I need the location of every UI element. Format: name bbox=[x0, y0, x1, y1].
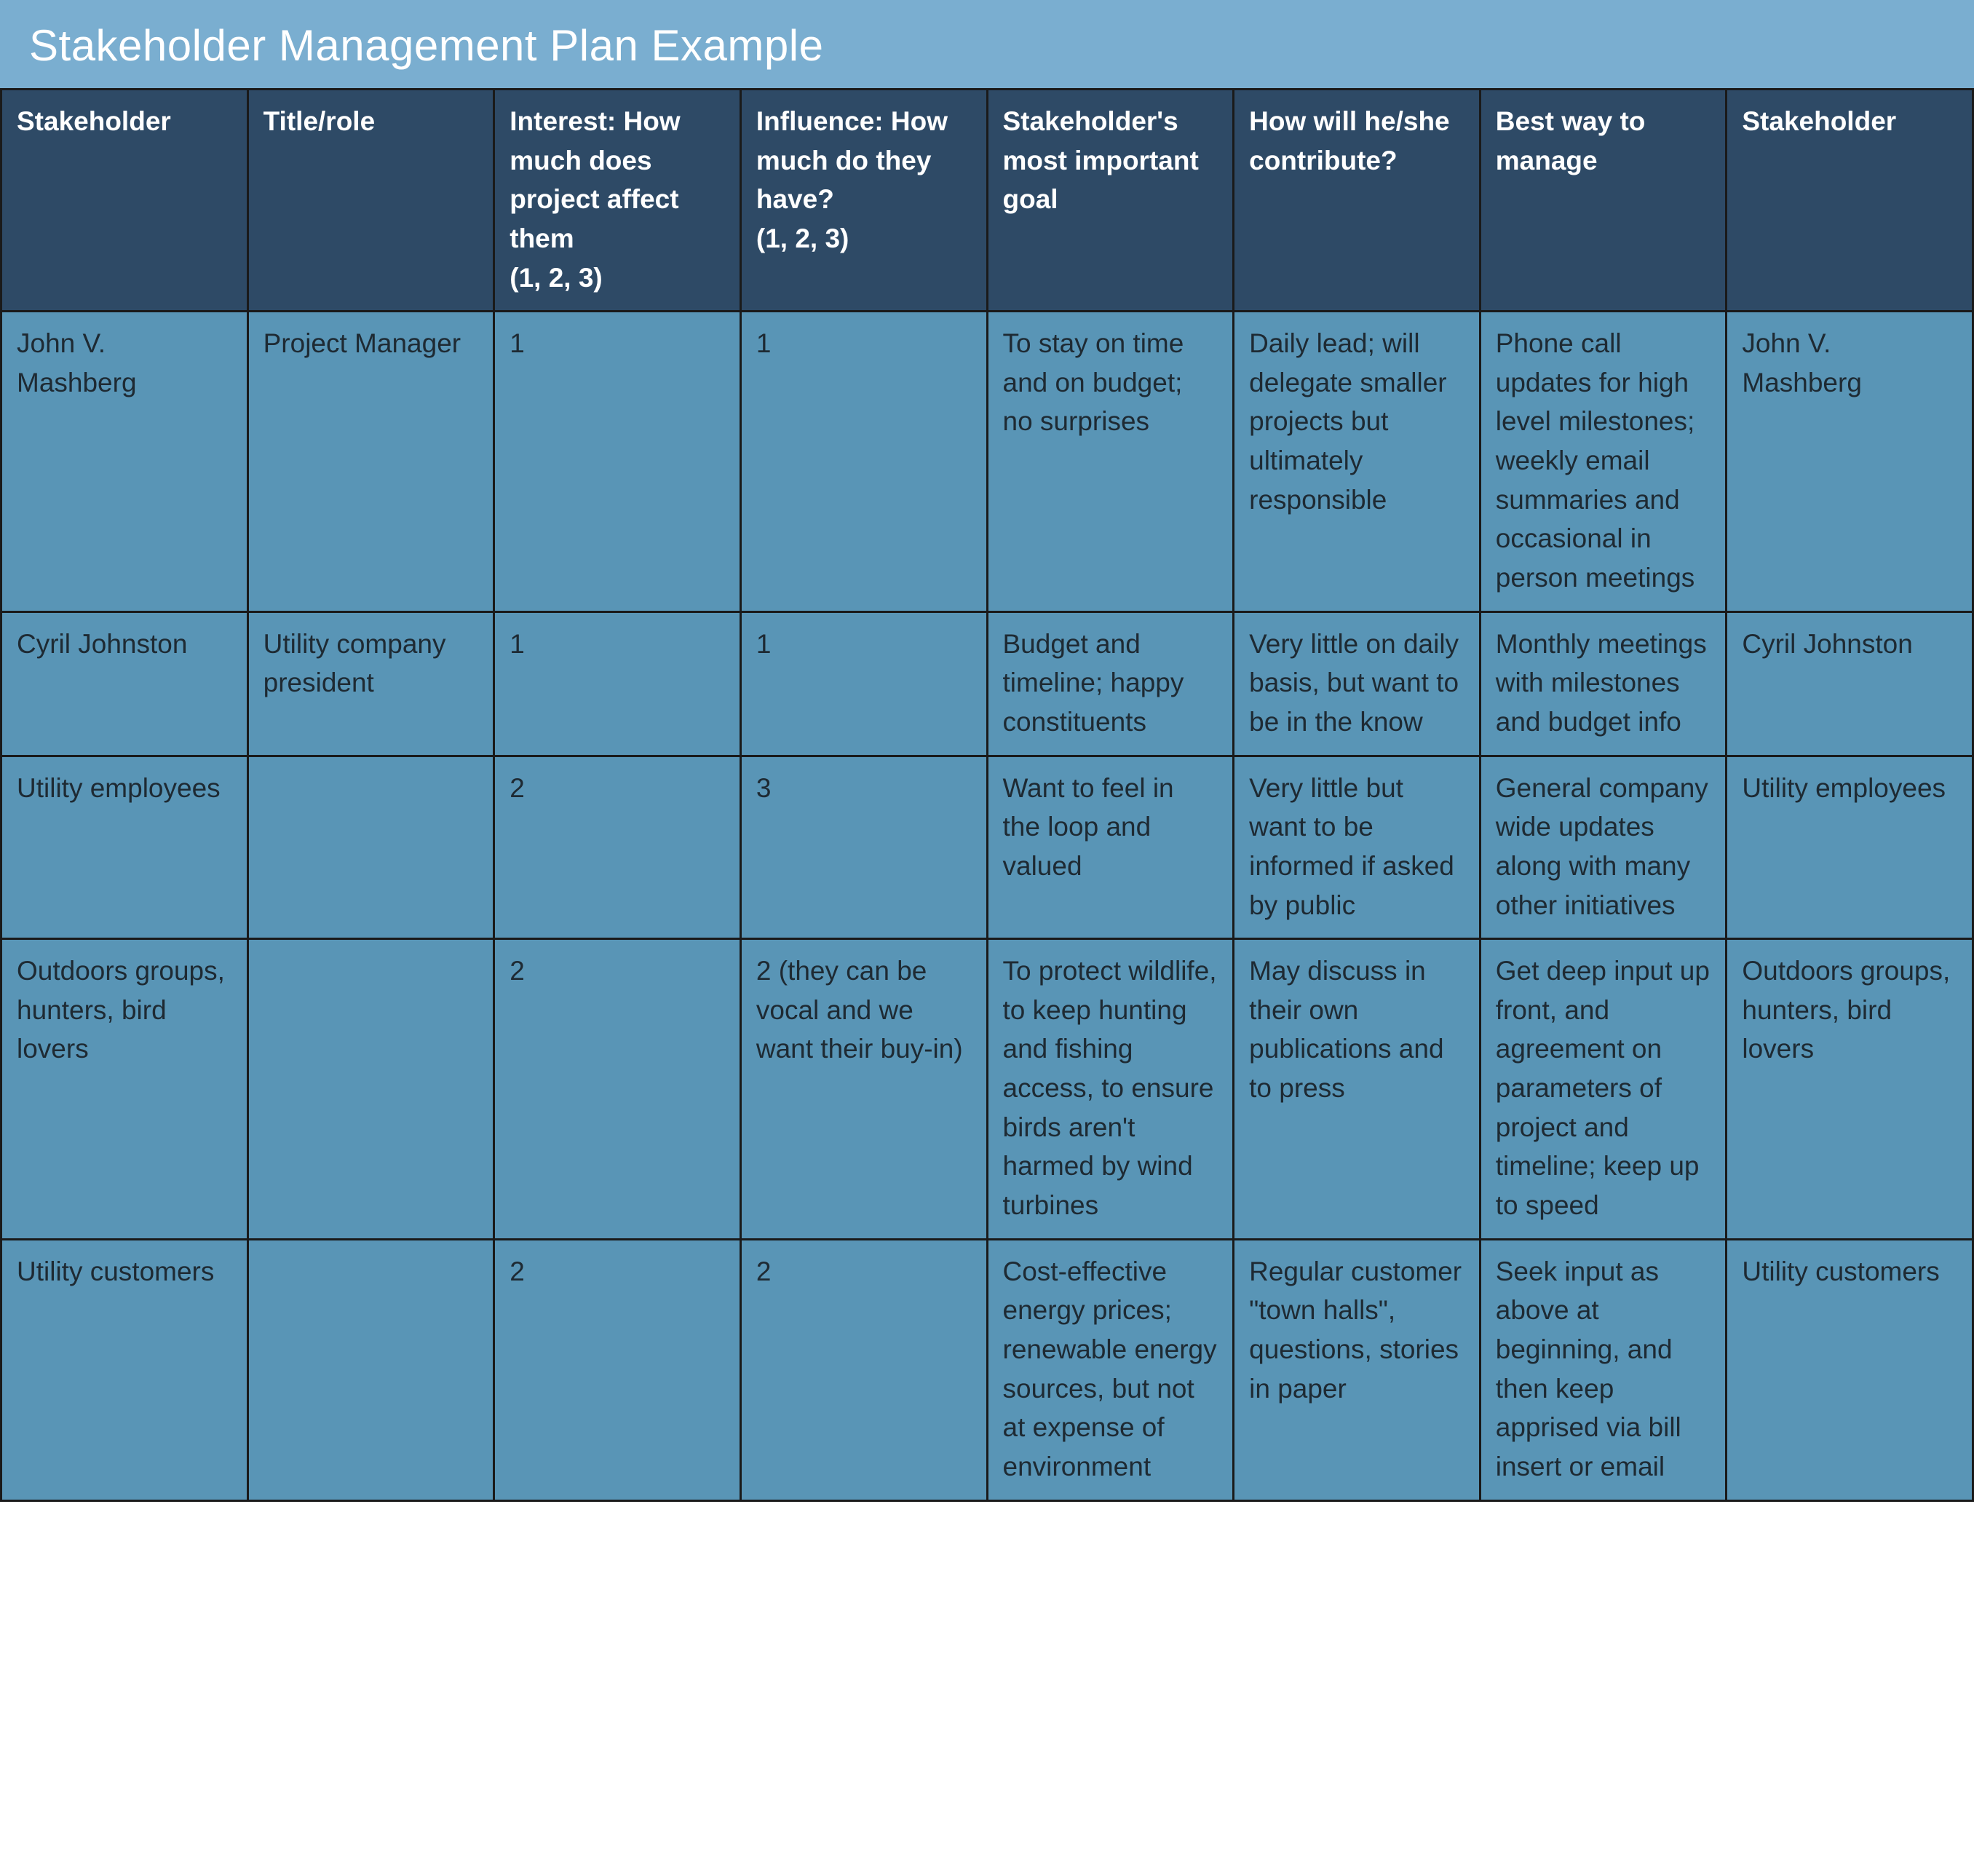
table-cell: Phone call updates for high level milest… bbox=[1480, 312, 1727, 612]
table-cell bbox=[247, 756, 494, 939]
column-header: Best way to manage bbox=[1480, 90, 1727, 312]
table-cell: Utility company president bbox=[247, 612, 494, 756]
table-cell: 3 bbox=[740, 756, 987, 939]
page-title: Stakeholder Management Plan Example bbox=[0, 0, 1974, 88]
table-cell: 2 bbox=[494, 1239, 741, 1500]
table-body: John V. Mashberg Project Manager11 To st… bbox=[1, 312, 1973, 1500]
table-cell: Cyril Johnston bbox=[1727, 612, 1973, 756]
table-cell: To protect wildlife, to keep hunting and… bbox=[987, 939, 1234, 1239]
table-row: Outdoors groups, hunters, bird lovers 22 … bbox=[1, 939, 1973, 1239]
column-header: Interest: How much does project affect t… bbox=[494, 90, 741, 312]
table-row: Utility customers22Cost-effective energy… bbox=[1, 1239, 1973, 1500]
table-cell: Utility customers bbox=[1, 1239, 248, 1500]
table-cell: 2 (they can be vocal and we want their b… bbox=[740, 939, 987, 1239]
table-cell: 1 bbox=[494, 612, 741, 756]
table-cell: Get deep input up front, and agreement o… bbox=[1480, 939, 1727, 1239]
table-cell: Utility employees bbox=[1, 756, 248, 939]
table-cell: 1 bbox=[494, 312, 741, 612]
table-cell: Very little on daily basis, but want to … bbox=[1234, 612, 1480, 756]
table-cell: Regular customer "town halls", questions… bbox=[1234, 1239, 1480, 1500]
table-cell: 1 bbox=[740, 612, 987, 756]
table-cell: 2 bbox=[494, 756, 741, 939]
table-header: StakeholderTitle/roleInterest: How much … bbox=[1, 90, 1973, 312]
column-header: Stakeholder bbox=[1, 90, 248, 312]
table-cell: Utility employees bbox=[1727, 756, 1973, 939]
table-cell: John V. Mashberg bbox=[1727, 312, 1973, 612]
column-header: Title/role bbox=[247, 90, 494, 312]
table-cell: Budget and timeline; happy constituents bbox=[987, 612, 1234, 756]
table-cell: Seek input as above at beginning, and th… bbox=[1480, 1239, 1727, 1500]
stakeholder-table: StakeholderTitle/roleInterest: How much … bbox=[0, 88, 1974, 1502]
column-header: How will he/she contribute? bbox=[1234, 90, 1480, 312]
table-header-row: StakeholderTitle/roleInterest: How much … bbox=[1, 90, 1973, 312]
table-cell bbox=[247, 1239, 494, 1500]
table-cell: Cost-effective energy prices; renewable … bbox=[987, 1239, 1234, 1500]
table-row: Utility employees 23Want to feel in the l… bbox=[1, 756, 1973, 939]
table-cell: Outdoors groups, hunters, bird lovers bbox=[1, 939, 248, 1239]
page-wrapper: Stakeholder Management Plan Example Stak… bbox=[0, 0, 1974, 1502]
table-cell: John V. Mashberg bbox=[1, 312, 248, 612]
table-cell: Outdoors groups, hunters, bird lovers bbox=[1727, 939, 1973, 1239]
table-cell: Cyril Johnston bbox=[1, 612, 248, 756]
column-header: Stakeholder bbox=[1727, 90, 1973, 312]
table-cell bbox=[247, 939, 494, 1239]
column-header: Influence: How much do they have? (1, 2,… bbox=[740, 90, 987, 312]
table-cell: Want to feel in the loop and valued bbox=[987, 756, 1234, 939]
table-cell: Utility customers bbox=[1727, 1239, 1973, 1500]
table-cell: Monthly meetings with milestones and bud… bbox=[1480, 612, 1727, 756]
column-header: Stakeholder's most important goal bbox=[987, 90, 1234, 312]
table-cell: 2 bbox=[494, 939, 741, 1239]
table-row: John V. Mashberg Project Manager11 To st… bbox=[1, 312, 1973, 612]
table-cell: Very little but want to be informed if a… bbox=[1234, 756, 1480, 939]
table-cell: To stay on time and on budget; no surpri… bbox=[987, 312, 1234, 612]
table-cell: 1 bbox=[740, 312, 987, 612]
table-row: Cyril JohnstonUtility company president1… bbox=[1, 612, 1973, 756]
table-cell: Project Manager bbox=[247, 312, 494, 612]
table-cell: Daily lead; will delegate smaller projec… bbox=[1234, 312, 1480, 612]
table-cell: May discuss in their own publications an… bbox=[1234, 939, 1480, 1239]
table-cell: 2 bbox=[740, 1239, 987, 1500]
table-cell: General company wide updates along with … bbox=[1480, 756, 1727, 939]
